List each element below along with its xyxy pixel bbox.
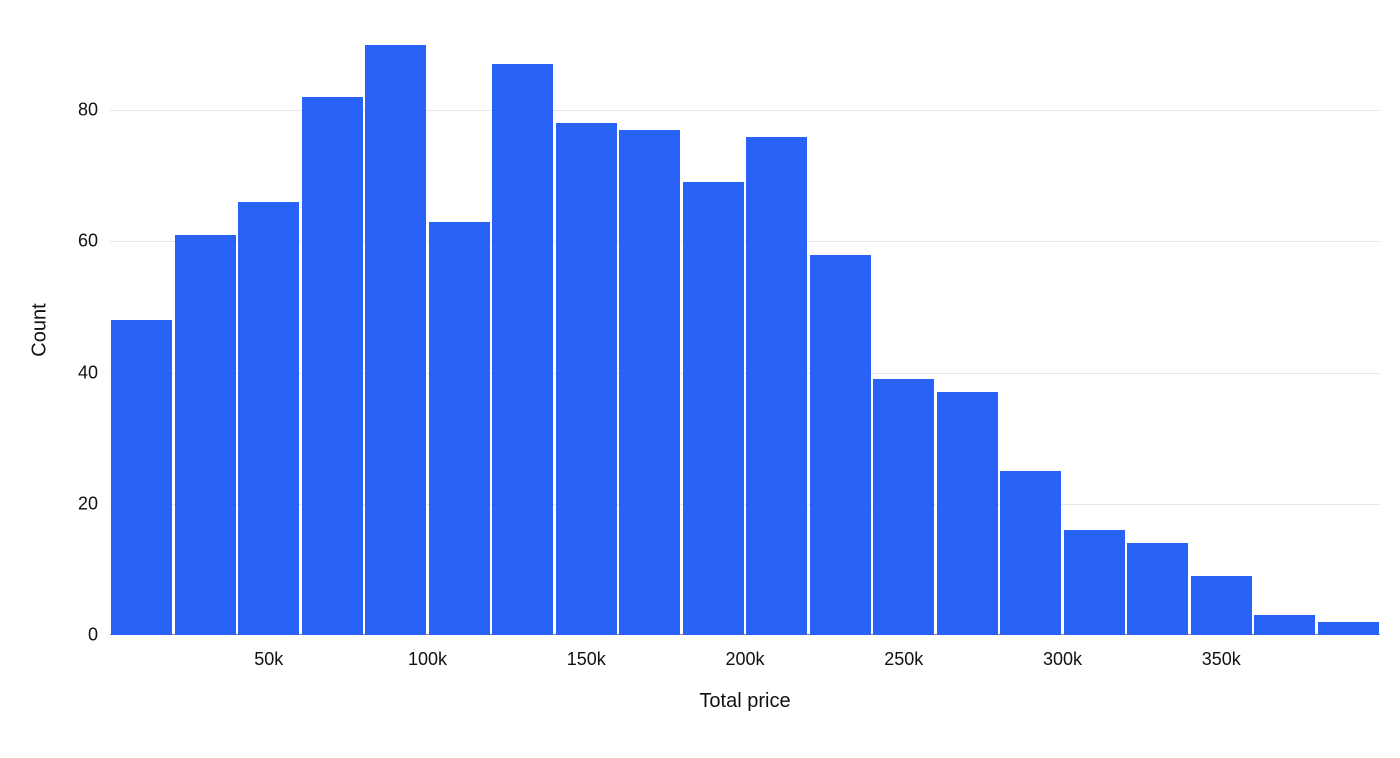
histogram-bar — [937, 392, 998, 635]
histogram-bar — [1254, 615, 1315, 635]
y-gridline — [110, 373, 1380, 374]
histogram-bar — [1000, 471, 1061, 635]
histogram-bar — [1318, 622, 1379, 635]
y-tick-label: 80 — [78, 100, 110, 121]
histogram-bar — [683, 182, 744, 635]
y-tick-label: 0 — [88, 625, 110, 646]
x-tick-label: 100k — [408, 635, 447, 670]
plot-area: 02040608050k100k150k200k250k300k350k — [110, 25, 1380, 635]
histogram-bar — [302, 97, 363, 635]
y-gridline — [110, 241, 1380, 242]
x-tick-label: 50k — [254, 635, 283, 670]
x-tick-label: 200k — [725, 635, 764, 670]
histogram-bar — [1191, 576, 1252, 635]
x-tick-label: 150k — [567, 635, 606, 670]
histogram-bar — [810, 255, 871, 635]
y-axis-title: Count — [29, 303, 52, 356]
y-tick-label: 40 — [78, 362, 110, 383]
histogram-bar — [746, 137, 807, 635]
y-gridline — [110, 110, 1380, 111]
x-tick-label: 250k — [884, 635, 923, 670]
x-tick-label: 350k — [1202, 635, 1241, 670]
x-axis-title: Total price — [699, 690, 790, 713]
histogram-bar — [873, 379, 934, 635]
histogram-bar — [1127, 543, 1188, 635]
histogram-bar — [619, 130, 680, 635]
y-tick-label: 20 — [78, 493, 110, 514]
histogram-bar — [238, 202, 299, 635]
y-gridline — [110, 504, 1380, 505]
histogram-chart: 02040608050k100k150k200k250k300k350k Cou… — [0, 0, 1400, 758]
histogram-bar — [492, 64, 553, 635]
histogram-bar — [429, 222, 490, 635]
histogram-bar — [556, 123, 617, 635]
histogram-bar — [111, 320, 172, 635]
y-tick-label: 60 — [78, 231, 110, 252]
histogram-bar — [175, 235, 236, 635]
histogram-bar — [365, 45, 426, 635]
x-tick-label: 300k — [1043, 635, 1082, 670]
histogram-bar — [1064, 530, 1125, 635]
